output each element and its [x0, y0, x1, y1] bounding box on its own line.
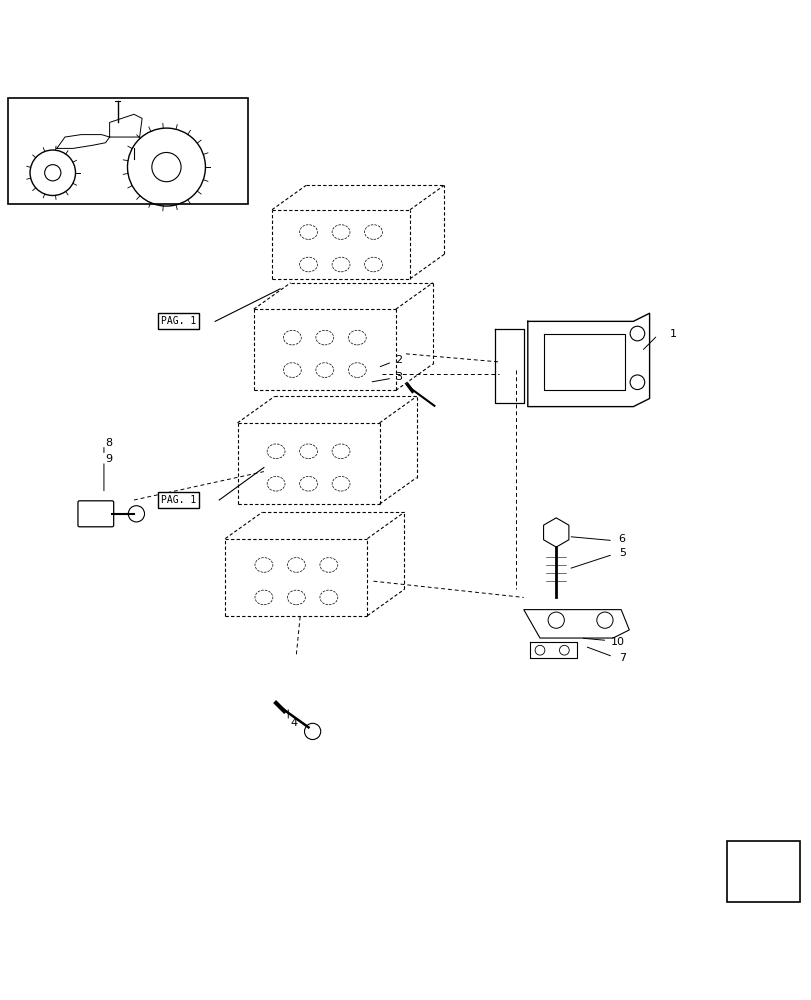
Circle shape [304, 723, 320, 740]
Text: 8: 8 [105, 438, 113, 448]
Text: 9: 9 [105, 454, 113, 464]
Text: 7: 7 [618, 653, 625, 663]
Bar [8, 98, 247, 204]
Text: 5: 5 [618, 548, 625, 558]
Text: PAG. 1: PAG. 1 [161, 495, 196, 505]
Polygon shape [523, 610, 629, 638]
Text: PAG. 1: PAG. 1 [161, 316, 196, 326]
Text: 10: 10 [610, 637, 624, 647]
Bar [726, 841, 799, 902]
FancyBboxPatch shape [78, 501, 114, 527]
Text: 6: 6 [618, 534, 625, 544]
Text: 3: 3 [395, 372, 402, 382]
Text: 4: 4 [290, 718, 298, 728]
Text: 2: 2 [395, 355, 402, 365]
Text: 1: 1 [669, 329, 676, 339]
